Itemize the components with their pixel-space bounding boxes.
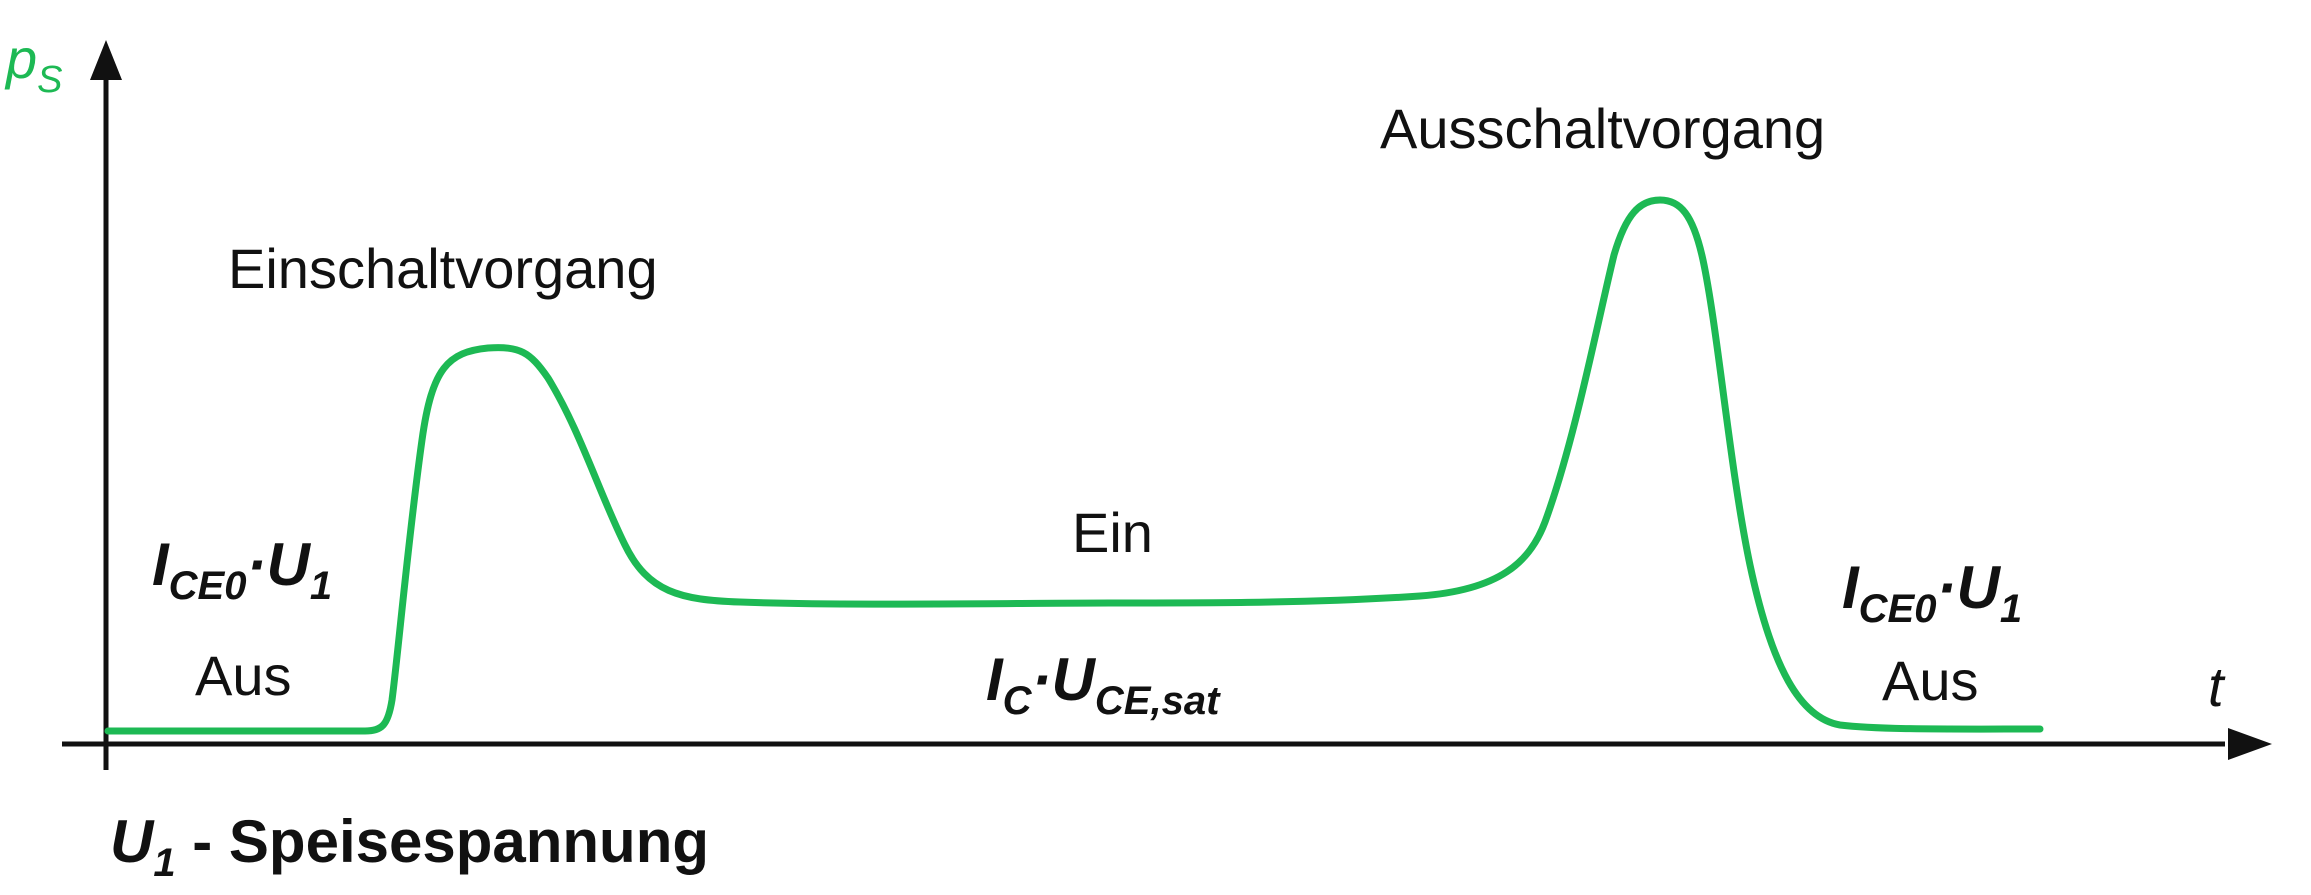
off-state-label-right: Aus bbox=[1882, 649, 1979, 712]
formula-current: I bbox=[986, 646, 1004, 713]
formula-voltage-sub: 1 bbox=[310, 564, 332, 608]
footnote-text: - Speisespannung bbox=[176, 808, 709, 875]
formula-voltage: U bbox=[1052, 646, 1097, 713]
y-axis-label-main: p bbox=[4, 27, 37, 90]
x-axis-arrow bbox=[2228, 728, 2272, 760]
power-loss-curve bbox=[104, 196, 2044, 735]
formula-voltage: U bbox=[1956, 554, 2001, 621]
y-axis-label: pS bbox=[4, 27, 63, 101]
footnote-symbol: U bbox=[110, 808, 155, 875]
formula-dot: · bbox=[1936, 554, 1956, 621]
y-axis-arrow bbox=[90, 40, 122, 80]
formula-voltage-sub: CE,sat bbox=[1095, 679, 1221, 723]
turn-off-label: Ausschaltvorgang bbox=[1380, 97, 1825, 160]
saturation-formula: IC·UCE,sat bbox=[986, 646, 1221, 723]
formula-current: I bbox=[1842, 554, 1860, 621]
formula-current-sub: CE0 bbox=[1859, 587, 1937, 631]
x-axis-label: t bbox=[2208, 655, 2226, 718]
off-state-label-left: Aus bbox=[195, 644, 292, 707]
turn-on-label: Einschaltvorgang bbox=[228, 237, 658, 300]
y-axis-label-sub: S bbox=[37, 59, 62, 101]
formula-voltage: U bbox=[266, 531, 311, 598]
leakage-formula-left: ICE0·U1 bbox=[152, 531, 332, 608]
on-state-label: Ein bbox=[1072, 501, 1153, 564]
formula-dot: · bbox=[1032, 646, 1052, 713]
formula-current-sub: C bbox=[1003, 679, 1033, 723]
formula-current-sub: CE0 bbox=[169, 564, 247, 608]
footnote-symbol-sub: 1 bbox=[153, 841, 175, 885]
supply-voltage-footnote: U1 - Speisespannung bbox=[110, 808, 709, 885]
formula-current: I bbox=[152, 531, 170, 598]
formula-voltage-sub: 1 bbox=[2000, 587, 2022, 631]
leakage-formula-right: ICE0·U1 bbox=[1842, 554, 2022, 631]
formula-dot: · bbox=[246, 531, 266, 598]
